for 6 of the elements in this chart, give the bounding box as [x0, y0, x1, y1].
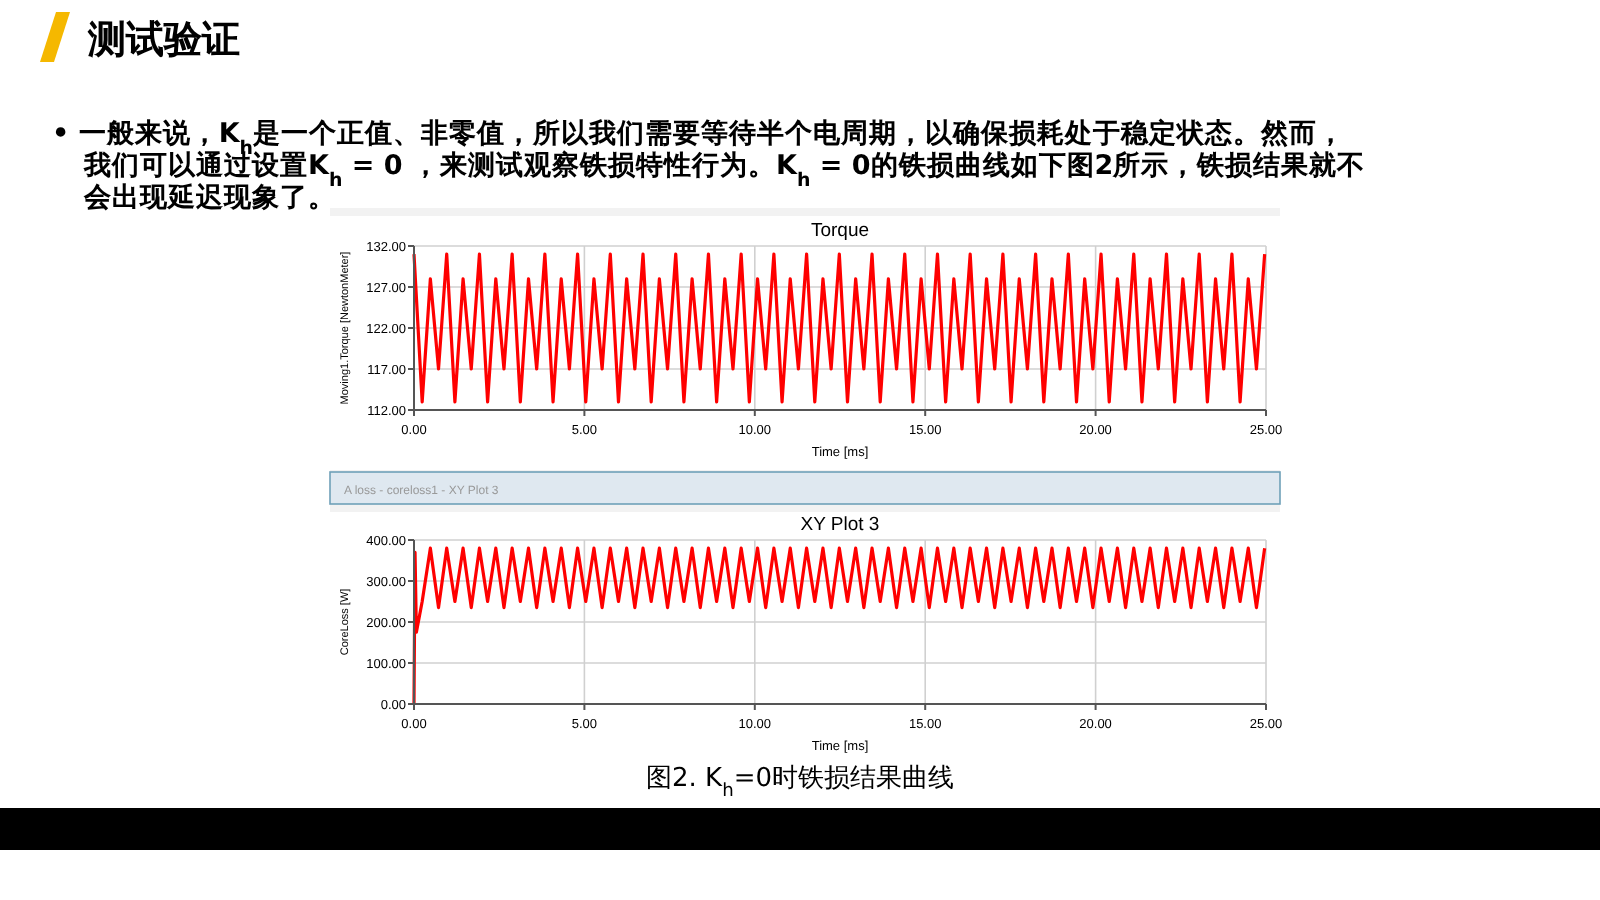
- chart-title: Torque: [810, 220, 870, 242]
- line-series: [412, 546, 1267, 706]
- line-series: [412, 252, 1267, 404]
- chart-title: XY Plot 3: [800, 514, 880, 536]
- text: 测试验证: [86, 18, 240, 62]
- caption: 图2. K$_{h}$=0时铁损结果曲线: [646, 764, 954, 802]
